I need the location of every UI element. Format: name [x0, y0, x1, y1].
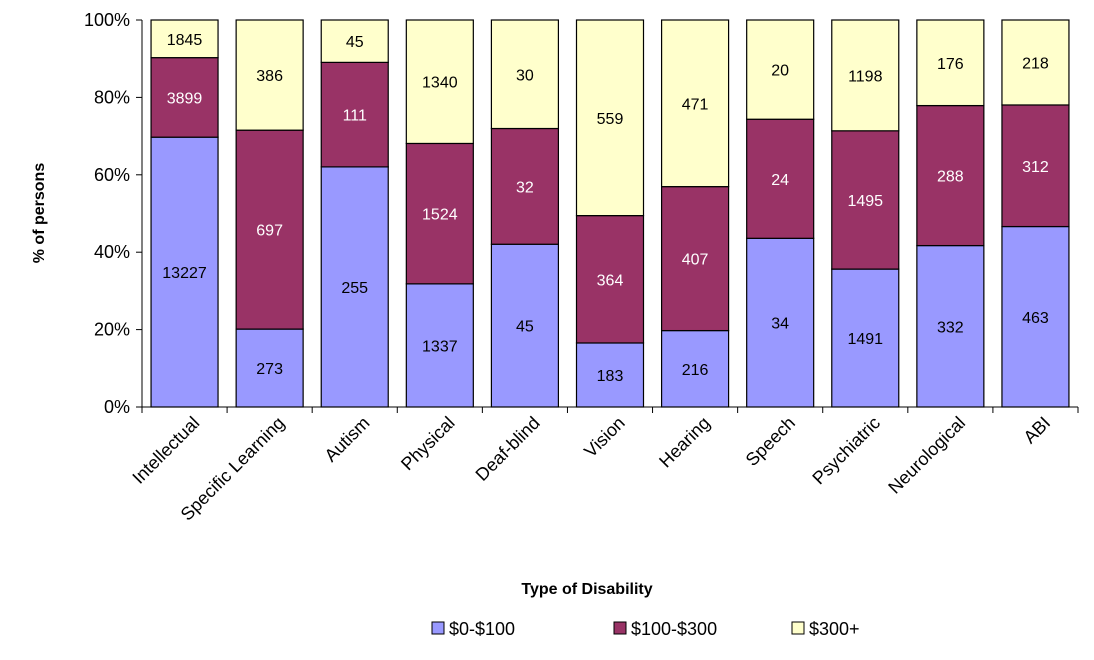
bar-value-label: 1491: [847, 331, 883, 348]
legend-label: $300+: [809, 619, 860, 639]
bar-value-label: 1845: [167, 32, 203, 49]
bar-value-label: 288: [937, 169, 964, 186]
bar-value-label: 30: [516, 67, 534, 84]
legend-swatch: [614, 622, 626, 634]
bar-value-label: 364: [597, 272, 624, 289]
bar-value-label: 386: [256, 68, 283, 85]
legend-swatch: [432, 622, 444, 634]
bar-value-label: 1337: [422, 338, 458, 355]
bar-value-label: 45: [346, 34, 364, 51]
x-tick-label: Speech: [742, 413, 799, 470]
bar-value-label: 3899: [167, 90, 203, 107]
x-tick-label: Deaf-blind: [472, 413, 544, 485]
bar-value-label: 1495: [847, 193, 883, 210]
x-tick-label: Psychiatric: [808, 413, 884, 489]
x-tick-label: Physical: [397, 413, 459, 475]
bars: 13227 3899 1845 273 697 386 255 111 45 1337 1524 13…: [151, 20, 1069, 407]
bar-value-label: 407: [682, 252, 709, 269]
x-tick-label: Autism: [321, 413, 374, 466]
bar-value-label: 1524: [422, 207, 458, 224]
x-tick-label: Neurological: [884, 413, 969, 498]
legend-swatch: [792, 622, 804, 634]
bar-value-label: 216: [682, 362, 709, 379]
y-tick-label: 0%: [104, 397, 130, 417]
legend-label: $0-$100: [449, 619, 515, 639]
bar-value-label: 34: [771, 316, 789, 333]
bar-value-label: 20: [771, 63, 789, 80]
bar-value-label: 183: [597, 368, 624, 385]
bar-value-label: 111: [343, 108, 367, 125]
bar-value-label: 176: [937, 56, 964, 73]
y-tick-label: 20%: [94, 320, 130, 340]
bar-value-label: 697: [256, 223, 283, 240]
bar-value-label: 13227: [162, 265, 207, 282]
bar-value-label: 24: [771, 172, 789, 189]
y-axis-ticks: 0% 20% 40% 60% 80% 100%: [84, 10, 142, 417]
y-tick-label: 80%: [94, 87, 130, 107]
bar-value-label: 1340: [422, 75, 458, 92]
x-tick-label: Vision: [580, 413, 629, 462]
x-tick-label: Hearing: [655, 413, 714, 472]
bar-value-label: 255: [341, 280, 368, 297]
bar-value-label: 45: [516, 319, 534, 336]
bar-value-label: 32: [516, 179, 534, 196]
x-tick-label: Intellectual: [128, 413, 203, 488]
bar-value-label: 218: [1022, 55, 1049, 72]
bar-value-label: 1198: [848, 68, 883, 85]
y-tick-label: 40%: [94, 242, 130, 262]
legend-label: $100-$300: [631, 619, 717, 639]
y-axis-title: % of persons: [31, 163, 48, 264]
x-axis-title: Type of Disability: [521, 581, 652, 598]
bar-value-label: 463: [1022, 310, 1049, 327]
bar-value-label: 559: [597, 111, 624, 128]
x-tick-label: ABI: [1020, 413, 1055, 448]
bar-value-label: 332: [937, 319, 964, 336]
bar-value-label: 471: [682, 96, 709, 113]
legend: $0-$100 $100-$300 $300+: [432, 619, 860, 639]
bar-value-label: 273: [256, 361, 283, 378]
bar-value-label: 312: [1022, 159, 1049, 176]
y-tick-label: 60%: [94, 165, 130, 185]
y-tick-label: 100%: [84, 10, 130, 30]
